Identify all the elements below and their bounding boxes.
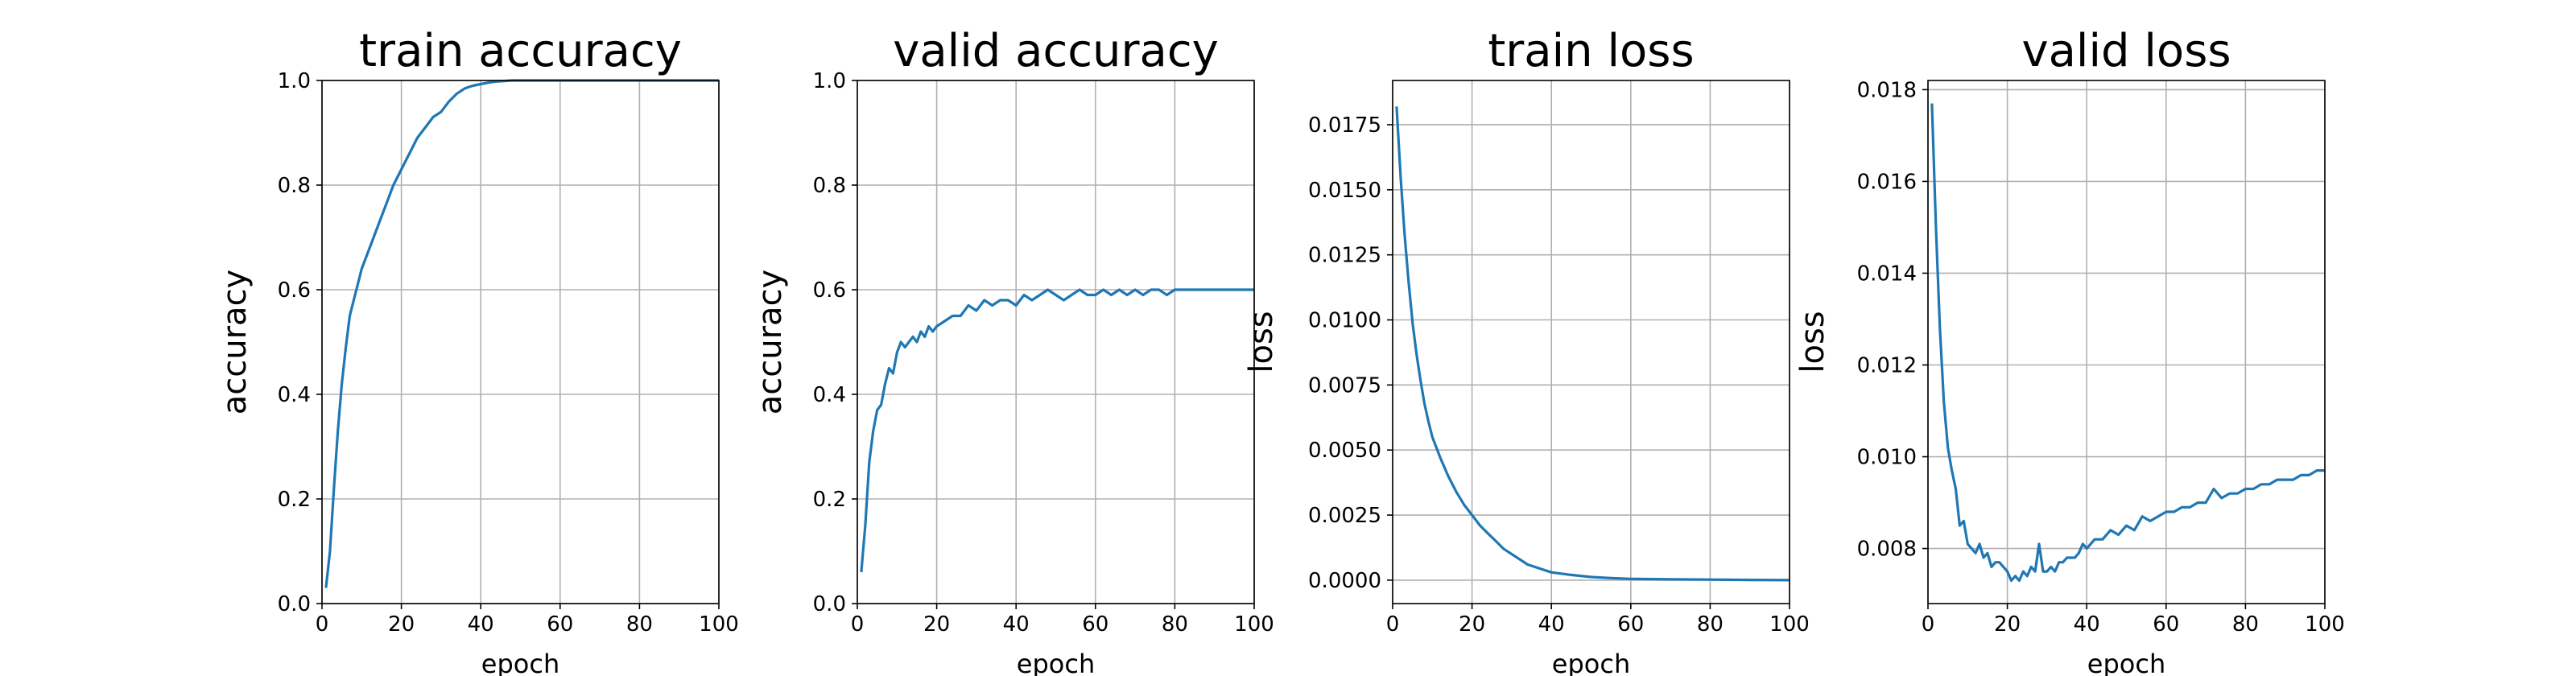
- axes-frame: [321, 80, 720, 604]
- x-tick-label: 60: [2153, 612, 2179, 637]
- x-tick-label: 60: [547, 612, 573, 637]
- x-tick-label: 100: [699, 612, 739, 637]
- y-tick-label: 0.0: [278, 592, 311, 616]
- x-tick-label: 40: [468, 612, 494, 637]
- x-axis-label: epoch: [1552, 649, 1630, 676]
- chart-title: train accuracy: [359, 25, 682, 77]
- y-tick-label: 0.0: [813, 592, 846, 616]
- chart-panel: 0 20 40 60 80 100 0.008 0.010 0.012 0.014 0.016 0.0…: [1794, 25, 2345, 676]
- y-tick-label: 0.4: [278, 383, 311, 407]
- y-tick-label: 0.014: [1857, 262, 1917, 286]
- x-tick-label: 20: [923, 612, 950, 637]
- y-tick-label: 0.0075: [1308, 373, 1381, 398]
- y-tick-label: 0.0100: [1308, 309, 1381, 333]
- y-tick-label: 0.010: [1857, 446, 1917, 470]
- x-tick-label: 0: [851, 612, 865, 637]
- y-tick-label: 0.6: [278, 278, 311, 303]
- x-tick-label: 60: [1617, 612, 1644, 637]
- x-tick-label: 80: [626, 612, 653, 637]
- x-tick-label: 60: [1082, 612, 1108, 637]
- x-tick-label: 20: [1994, 612, 2021, 637]
- y-axis-label: loss: [1243, 311, 1280, 373]
- x-tick-label: 80: [1697, 612, 1724, 637]
- y-tick-label: 1.0: [813, 69, 846, 93]
- y-tick-label: 0.2: [813, 488, 846, 512]
- y-tick-label: 0.0000: [1308, 569, 1381, 593]
- y-tick-label: 0.8: [278, 174, 311, 198]
- x-axis-label: epoch: [2087, 649, 2165, 676]
- x-tick-label: 40: [1538, 612, 1565, 637]
- y-tick-label: 0.0050: [1308, 439, 1381, 463]
- x-axis-label: epoch: [481, 649, 559, 676]
- chart-title: train loss: [1488, 25, 1694, 77]
- y-tick-label: 0.6: [813, 278, 846, 303]
- chart-panel: 0 20 40 60 80 100 0.0000 0.0025 0.0050 0.0075 0.01…: [1243, 25, 1810, 676]
- x-tick-label: 80: [2232, 612, 2259, 637]
- y-tick-label: 1.0: [278, 69, 311, 93]
- axes-frame: [1392, 80, 1790, 604]
- x-tick-label: 100: [1234, 612, 1274, 637]
- x-tick-label: 40: [2074, 612, 2100, 637]
- y-tick-label: 0.4: [813, 383, 846, 407]
- y-tick-label: 0.012: [1857, 354, 1917, 378]
- x-tick-label: 100: [2305, 612, 2345, 637]
- y-axis-label: accuracy: [217, 270, 254, 414]
- axes-frame: [1927, 80, 2326, 604]
- x-tick-label: 0: [1386, 612, 1400, 637]
- x-tick-label: 80: [1162, 612, 1188, 637]
- chart-title: valid loss: [2021, 25, 2231, 77]
- y-axis-label: loss: [1794, 311, 1831, 373]
- y-tick-label: 0.018: [1857, 78, 1917, 102]
- x-tick-label: 0: [316, 612, 329, 637]
- y-tick-label: 0.2: [278, 488, 311, 512]
- y-axis-label: accuracy: [752, 270, 789, 414]
- y-tick-label: 0.0175: [1308, 113, 1381, 138]
- x-tick-label: 40: [1003, 612, 1030, 637]
- x-tick-label: 20: [388, 612, 415, 637]
- chart-title: valid accuracy: [893, 25, 1219, 77]
- series-line: [860, 288, 1254, 573]
- y-tick-label: 0.0150: [1308, 179, 1381, 203]
- series-line: [1930, 103, 2325, 583]
- x-axis-label: epoch: [1017, 649, 1095, 676]
- y-tick-label: 0.016: [1857, 170, 1917, 194]
- y-tick-label: 0.8: [813, 174, 846, 198]
- x-tick-label: 100: [1769, 612, 1810, 637]
- y-tick-label: 0.0125: [1308, 244, 1381, 268]
- x-tick-label: 0: [1922, 612, 1935, 637]
- axes-frame: [857, 80, 1255, 604]
- chart-panel: 0 20 40 60 80 100 0.0 0.2 0.4 0.6 0.8 1.0 train accu…: [217, 25, 739, 676]
- series-line: [1395, 106, 1790, 582]
- y-tick-label: 0.0025: [1308, 504, 1381, 528]
- x-tick-label: 20: [1459, 612, 1485, 637]
- chart-panel: 0 20 40 60 80 100 0.0 0.2 0.4 0.6 0.8 1.0 valid accu…: [752, 25, 1274, 676]
- y-tick-label: 0.008: [1857, 538, 1917, 562]
